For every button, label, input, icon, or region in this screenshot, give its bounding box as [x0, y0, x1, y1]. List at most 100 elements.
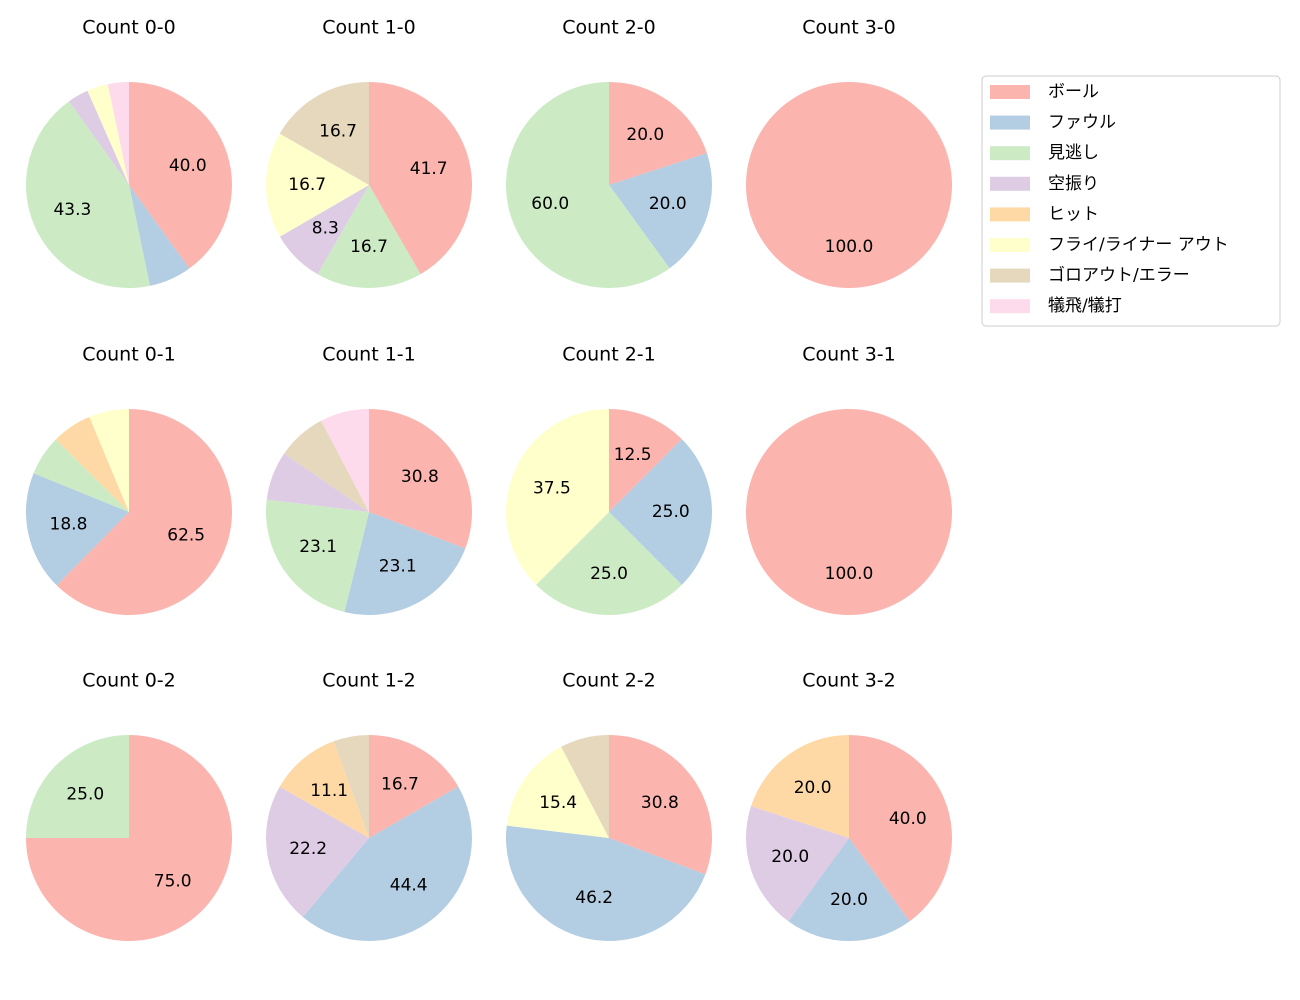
chart-title: Count 2-1: [562, 344, 656, 366]
pie-slice: [129, 185, 190, 286]
pie-slice: [609, 439, 712, 585]
pie-slice: [506, 409, 609, 585]
legend-label: 犠飛/犠打: [1048, 296, 1122, 316]
pie-slice: [68, 90, 129, 185]
slice-label: 100.0: [825, 564, 874, 584]
pie-slice: [746, 409, 952, 615]
legend-label: 空振り: [1048, 174, 1099, 194]
slice-label: 15.4: [539, 793, 577, 813]
slice-label: 23.1: [379, 557, 417, 577]
pie-slice: [609, 735, 713, 875]
pie-slice: [788, 838, 910, 941]
pie-slice: [129, 82, 232, 269]
pie-slice: [87, 84, 129, 185]
slice-label: 11.1: [310, 781, 348, 801]
chart-title: Count 3-0: [802, 17, 896, 39]
legend-swatch: [990, 207, 1030, 222]
slice-label: 20.0: [649, 194, 687, 214]
pie-slice: [279, 741, 369, 838]
slice-label: 62.5: [167, 525, 205, 545]
slice-label: 100.0: [825, 237, 874, 257]
legend-swatch: [990, 146, 1030, 161]
pie-slice: [321, 409, 369, 512]
pie-slice: [505, 825, 706, 942]
pie-slice: [609, 82, 707, 185]
pie-slice: [266, 133, 369, 237]
legend-swatch: [990, 299, 1030, 314]
pie-slice: [369, 82, 472, 275]
pie-slice: [746, 82, 952, 288]
slice-label: 16.7: [381, 775, 419, 795]
legend-swatch: [990, 115, 1030, 130]
pie-slice: [26, 735, 129, 838]
pie-slice: [369, 735, 459, 838]
pie-slice: [25, 473, 129, 586]
slice-label: 8.3: [312, 219, 339, 239]
legend-swatch: [990, 268, 1030, 283]
slice-label: 20.0: [626, 125, 664, 145]
pie-slice: [33, 439, 130, 512]
pie-slice: [849, 735, 953, 922]
slice-label: 75.0: [154, 872, 192, 892]
legend-label: フライ/ライナー アウト: [1048, 235, 1229, 255]
legend-label: ヒット: [1048, 204, 1099, 224]
chart-title: Count 3-1: [802, 344, 896, 366]
pie-slice: [536, 512, 682, 615]
pie-slice: [333, 735, 369, 838]
slice-label: 20.0: [794, 778, 832, 798]
pie-slice: [746, 806, 849, 922]
chart-title: Count 0-1: [82, 344, 176, 366]
slice-label: 60.0: [531, 194, 569, 214]
slice-label: 23.1: [299, 537, 337, 557]
pie-slice: [369, 409, 472, 549]
pie-slice: [561, 735, 609, 838]
slice-label: 25.0: [66, 784, 104, 804]
chart-title: Count 0-0: [82, 17, 176, 39]
pie-slice: [302, 786, 472, 941]
pie-slice: [279, 185, 369, 275]
pie-slice: [751, 735, 849, 838]
slice-label: 43.3: [53, 200, 91, 220]
legend-label: 見逃し: [1048, 143, 1099, 163]
pie-slice: [279, 82, 369, 185]
pie-slice: [266, 453, 369, 512]
pie-slice: [609, 409, 682, 512]
pie-slice: [266, 786, 369, 917]
slice-label: 25.0: [590, 564, 628, 584]
legend-label: ボール: [1048, 82, 1099, 102]
pie-slice: [317, 185, 421, 289]
legend-label: ゴロアウト/エラー: [1048, 265, 1190, 286]
pie-slice: [506, 746, 609, 838]
slice-label: 22.2: [289, 839, 327, 859]
slice-label: 12.5: [614, 445, 652, 465]
chart-title: Count 1-1: [322, 344, 416, 366]
chart-title: Count 2-0: [562, 17, 656, 39]
slice-label: 46.2: [575, 888, 613, 908]
pie-slice: [609, 153, 712, 269]
legend-swatch: [990, 85, 1030, 99]
legend-label: ファウル: [1048, 113, 1116, 133]
chart-title: Count 0-2: [82, 670, 176, 692]
pie-slice: [107, 82, 129, 185]
pie-slice: [344, 512, 466, 615]
chart-title: Count 3-2: [802, 670, 896, 692]
pie-slice: [284, 420, 369, 512]
slice-label: 30.8: [401, 467, 439, 487]
legend-box: [981, 75, 1281, 327]
chart-title: Count 1-0: [322, 17, 416, 39]
slice-label: 16.7: [319, 121, 357, 141]
slice-label: 44.4: [390, 875, 428, 895]
pie-slice: [26, 101, 150, 288]
pie-slice: [56, 409, 232, 615]
chart-title: Count 2-2: [562, 670, 656, 692]
slice-label: 40.0: [169, 156, 207, 176]
legend-swatch: [990, 176, 1030, 191]
slice-label: 20.0: [771, 847, 809, 867]
legend-swatch: [990, 238, 1030, 252]
slice-label: 16.7: [288, 175, 326, 195]
slice-label: 16.7: [350, 237, 388, 257]
pie-slice: [265, 499, 369, 613]
pie-slice: [506, 82, 670, 288]
slice-label: 20.0: [830, 890, 868, 910]
